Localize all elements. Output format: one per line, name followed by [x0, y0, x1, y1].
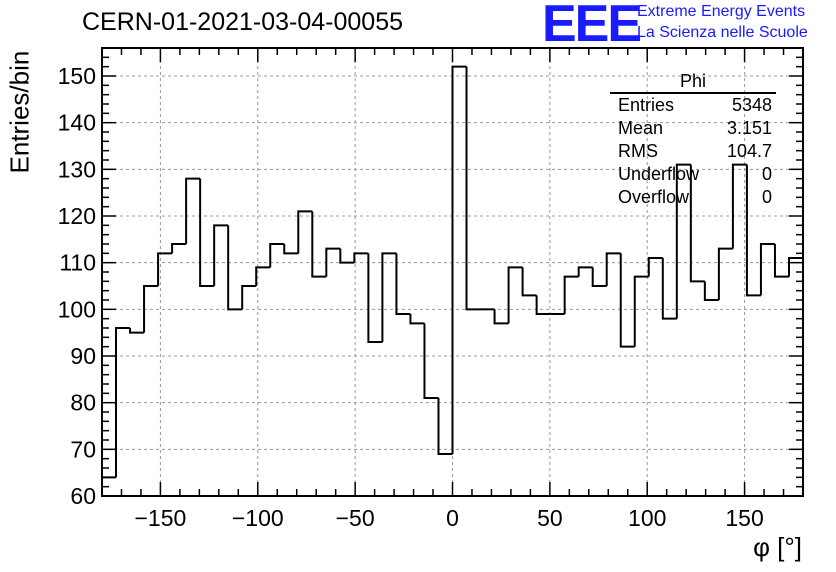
- histogram-bin: [451, 65, 467, 454]
- y-tick-label: 60: [70, 483, 96, 509]
- histogram-bin: [423, 323, 439, 399]
- stats-label: Underflow: [618, 164, 700, 184]
- stats-value: 5348: [731, 95, 772, 115]
- stats-box: Phi Entries 5348 Mean 3.151 RMS 104.7 Un…: [610, 70, 776, 209]
- histogram-bin: [493, 309, 509, 325]
- histogram-bin: [787, 257, 803, 277]
- histogram-bin: [241, 285, 257, 310]
- histogram-bin: [759, 243, 775, 296]
- x-tick-label: 0: [446, 505, 459, 531]
- histogram-bin: [647, 257, 663, 277]
- histogram-bin: [129, 328, 145, 334]
- stats-label: RMS: [618, 141, 658, 161]
- histogram-bin: [535, 295, 551, 315]
- histogram-bin: [143, 285, 159, 333]
- histogram-bin: [269, 243, 285, 268]
- histogram-bin: [283, 244, 299, 255]
- histogram-bin: [367, 253, 383, 343]
- histogram-bin: [591, 267, 607, 287]
- x-axis-label: φ [°]: [753, 532, 802, 562]
- y-axis-label: Entries/bin: [4, 50, 35, 174]
- histogram-bin: [311, 211, 327, 278]
- histogram-bin: [437, 398, 453, 455]
- stats-box-title: Phi: [610, 70, 776, 94]
- stats-value: 3.151: [726, 118, 772, 138]
- y-tick-label: 90: [70, 343, 96, 369]
- histogram-bin: [409, 314, 425, 325]
- stats-label: Overflow: [618, 187, 690, 207]
- histogram-bin: [521, 267, 537, 297]
- y-tick-label: 100: [58, 296, 96, 322]
- logo-subtitle-line2: La Scienza nelle Scuole: [637, 24, 808, 41]
- histogram-bin: [661, 258, 677, 320]
- y-tick-label: 120: [58, 203, 96, 229]
- stats-label: Mean: [618, 118, 664, 138]
- stats-row-mean: Mean 3.151: [610, 117, 776, 140]
- histogram-bin: [157, 252, 173, 286]
- stats-row-rms: RMS 104.7: [610, 140, 776, 163]
- stats-row-entries: Entries 5348: [610, 94, 776, 117]
- y-tick-label: 70: [70, 436, 96, 462]
- x-tick-label: −150: [135, 505, 187, 531]
- histogram-bin: [563, 275, 579, 314]
- eee-logo: EEE: [542, 0, 642, 53]
- axes: −150 −100 −50 0 50 100 150 60 70 80 90 100 110 120 130…: [58, 47, 804, 531]
- histogram-bin: [717, 247, 733, 300]
- x-tick-label: 100: [628, 505, 666, 531]
- histogram-bin: [297, 210, 313, 254]
- y-tick-label: 110: [59, 250, 96, 276]
- histogram-bin: [255, 266, 271, 286]
- histogram-bin: [507, 266, 523, 324]
- histogram-bin: [465, 66, 481, 311]
- histogram-bin: [577, 266, 593, 277]
- stats-row-underflow: Underflow 0: [610, 163, 776, 186]
- y-tick-label: 80: [70, 390, 96, 416]
- stats-value: 0: [761, 187, 772, 207]
- histogram-bin: [703, 281, 719, 301]
- x-tick-label: 150: [725, 505, 763, 531]
- x-tick-label: 50: [537, 505, 563, 531]
- histogram-bin: [325, 247, 341, 277]
- histogram-bin: [395, 253, 411, 315]
- logo-subtitle-line1: Extreme Energy Events: [637, 3, 806, 20]
- histogram-bin: [213, 224, 229, 286]
- histogram-bin: [675, 163, 691, 319]
- histogram-bin: [171, 243, 187, 254]
- histogram-bin: [633, 275, 649, 347]
- histogram-bin: [339, 248, 355, 264]
- y-tick-label: 140: [58, 110, 96, 136]
- histogram-bin: [619, 253, 635, 348]
- y-tick-label: 150: [58, 63, 96, 89]
- histogram-bin: [227, 225, 243, 311]
- stats-value: 0: [761, 164, 772, 184]
- histogram-bin: [689, 164, 705, 283]
- stats-row-overflow: Overflow 0: [610, 186, 776, 209]
- stats-label: Entries: [618, 95, 675, 115]
- histogram-bin: [353, 252, 369, 263]
- histogram-bin: [199, 178, 215, 287]
- histogram-bin: [773, 244, 789, 278]
- stats-value: 104.7: [726, 141, 772, 161]
- histogram-plot: [101, 65, 804, 496]
- run-title: CERN-01-2021-03-04-00055: [82, 8, 404, 36]
- x-tick-label: −100: [232, 505, 284, 531]
- histogram-bin: [185, 177, 201, 244]
- histogram-bin: [731, 163, 747, 249]
- histogram-bin: [115, 327, 131, 478]
- histogram-bin: [381, 252, 397, 342]
- histogram-bin: [605, 252, 621, 286]
- y-tick-label: 130: [58, 156, 96, 182]
- histogram-bin: [745, 164, 761, 297]
- x-tick-label: −50: [336, 505, 375, 531]
